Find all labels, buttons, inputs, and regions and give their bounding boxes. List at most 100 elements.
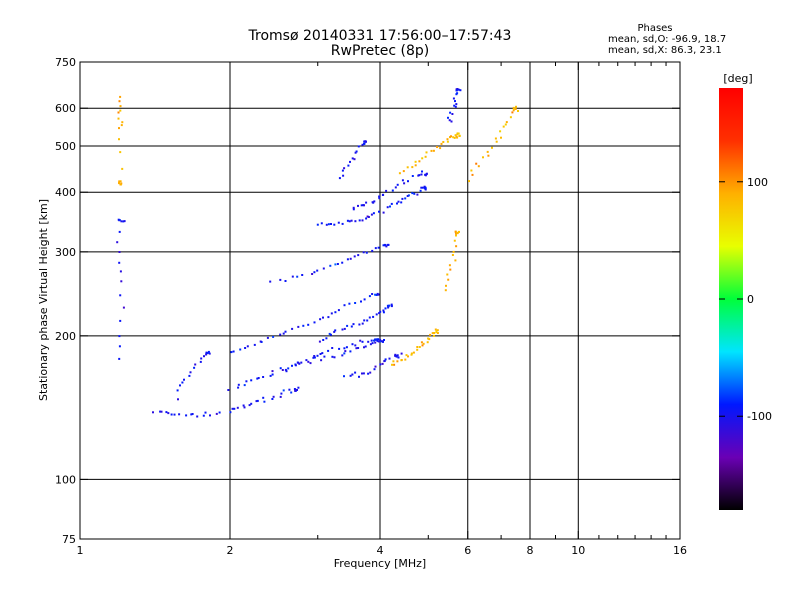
axis-ticks: 1 2 4 6 8 10 16 75 100 200 300 400 500 600 750 xyxy=(55,56,687,557)
data-point-o xyxy=(404,197,407,200)
data-point-o xyxy=(257,377,260,379)
data-point-o xyxy=(279,367,282,370)
data-point-o xyxy=(362,372,365,375)
data-point-x xyxy=(456,136,459,139)
data-point-o xyxy=(348,220,351,223)
data-point-o xyxy=(419,189,422,192)
grid-lines xyxy=(80,62,680,539)
data-point-x xyxy=(455,231,458,234)
phases-line-x: mean, sd,X: 86.3, 23.1 xyxy=(608,45,722,56)
data-point-o xyxy=(194,363,197,366)
data-point-o xyxy=(451,113,454,115)
data-point-o xyxy=(403,182,406,185)
data-point-o xyxy=(122,220,125,223)
data-point-o xyxy=(355,347,358,350)
data-point-o xyxy=(312,356,315,359)
data-point-x xyxy=(432,149,435,152)
data-point-o xyxy=(349,374,352,377)
data-point-o xyxy=(179,384,181,387)
data-point-o xyxy=(447,116,449,119)
x-tick-label: 10 xyxy=(571,544,585,557)
data-point-o xyxy=(349,257,352,260)
data-point-o xyxy=(413,192,416,195)
data-point-o xyxy=(178,413,181,416)
data-point-o xyxy=(370,339,373,342)
data-point-o xyxy=(452,97,455,100)
data-point-o xyxy=(272,395,275,398)
data-point-o xyxy=(411,175,414,177)
phases-heading: Phases xyxy=(637,23,672,34)
data-point-o xyxy=(373,368,376,371)
data-point-o xyxy=(205,352,208,355)
data-point-o xyxy=(397,200,400,203)
data-point-o xyxy=(282,389,285,392)
data-point-o xyxy=(118,251,121,253)
data-point-o xyxy=(349,350,352,353)
data-point-x xyxy=(456,132,459,135)
data-point-o xyxy=(357,254,360,257)
data-point-o xyxy=(377,338,380,341)
data-point-o xyxy=(383,339,385,341)
data-point-o xyxy=(420,173,423,176)
data-point-o xyxy=(352,323,355,326)
data-point-o xyxy=(119,270,122,273)
data-point-x xyxy=(422,342,425,345)
data-point-o xyxy=(327,349,330,352)
data-point-o xyxy=(365,217,368,220)
x-axis-label: Frequency [MHz] xyxy=(334,557,426,570)
data-point-o xyxy=(407,194,410,197)
data-point-x xyxy=(436,146,439,148)
data-point-x xyxy=(119,105,122,108)
data-point-x xyxy=(119,183,122,186)
y-axis-label: Stationary phase Virtual Height [km] xyxy=(37,199,50,401)
data-point-o xyxy=(322,267,325,270)
data-point-o xyxy=(330,312,333,315)
data-point-o xyxy=(453,104,456,107)
data-point-o xyxy=(341,328,344,331)
data-point-x xyxy=(400,359,403,361)
data-point-o xyxy=(348,302,351,305)
data-point-o xyxy=(341,169,344,172)
data-point-x xyxy=(391,363,393,366)
data-point-x xyxy=(500,136,502,139)
data-point-o xyxy=(243,406,246,409)
data-point-o xyxy=(231,407,234,410)
data-point-o xyxy=(266,336,269,339)
data-point-o xyxy=(341,222,344,225)
data-point-x xyxy=(450,135,452,138)
data-point-o xyxy=(272,335,275,338)
data-point-o xyxy=(230,351,233,354)
data-point-o xyxy=(316,269,319,272)
data-point-o xyxy=(189,371,192,374)
data-point-x xyxy=(406,166,409,169)
data-point-o xyxy=(313,356,316,359)
colorbar-ticks: 100 0 -100 xyxy=(719,176,772,423)
data-point-o xyxy=(450,120,453,123)
data-point-o xyxy=(368,316,371,319)
data-point-x xyxy=(512,106,515,109)
data-point-x xyxy=(435,331,438,334)
data-point-o xyxy=(334,311,337,314)
data-point-o xyxy=(320,359,323,362)
data-point-o xyxy=(395,355,398,358)
data-point-o xyxy=(250,402,253,405)
data-point-o xyxy=(350,325,353,328)
data-point-x xyxy=(410,353,413,356)
data-point-o xyxy=(122,306,125,309)
x-tick-label: 1 xyxy=(77,544,84,557)
data-point-x xyxy=(448,264,451,267)
data-point-o xyxy=(282,332,285,335)
data-point-o xyxy=(325,337,328,340)
data-point-o xyxy=(363,140,366,143)
data-point-o xyxy=(363,142,366,145)
data-point-o xyxy=(176,389,179,392)
colorbar-label: [deg] xyxy=(723,72,752,85)
data-point-o xyxy=(170,413,173,416)
data-point-x xyxy=(504,123,507,126)
data-point-o xyxy=(366,215,369,218)
data-point-x xyxy=(416,346,419,348)
data-point-o xyxy=(455,89,458,92)
data-point-o xyxy=(457,88,460,91)
scatter-points xyxy=(116,88,519,418)
data-point-x xyxy=(505,121,508,124)
